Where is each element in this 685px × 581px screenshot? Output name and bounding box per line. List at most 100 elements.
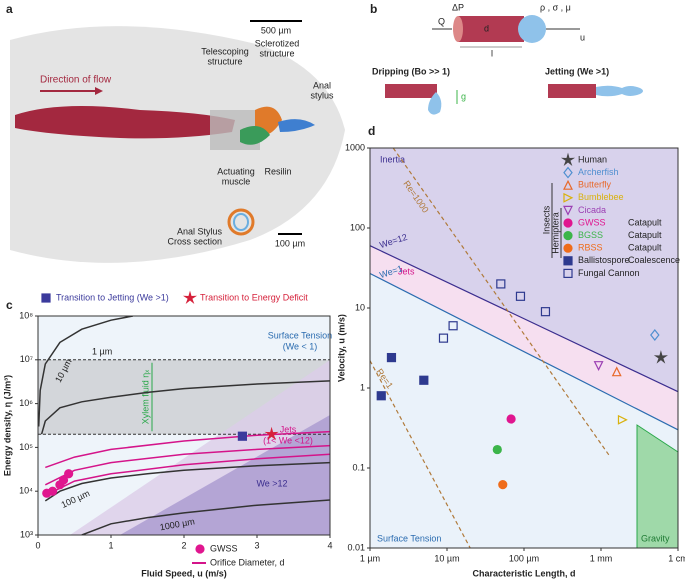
legend-marker (563, 231, 573, 241)
x-tick-label: 1 mm (590, 553, 613, 563)
y-tick-label: 10⁷ (20, 354, 33, 364)
y-axis-label: Velocity, u (m/s) (336, 314, 346, 382)
legend-marker (563, 243, 573, 253)
region-label: Inertia (380, 154, 405, 164)
legend-note: Catapult (628, 217, 662, 227)
label: Cross section (167, 236, 222, 246)
legend-label: Human (578, 154, 607, 164)
reference-line (370, 360, 471, 548)
x-tick-label: 2 (181, 540, 186, 550)
marker (419, 375, 429, 385)
region-label: (1< We <12) (263, 435, 313, 445)
curve-label: 1 µm (92, 346, 112, 356)
label: l (491, 48, 493, 58)
legend-marker (563, 166, 573, 179)
legend-marker (563, 268, 573, 278)
label: structure (207, 56, 242, 66)
label: d (484, 23, 489, 33)
marker (386, 352, 397, 363)
region-label: Gravity (641, 533, 670, 543)
legend-label: Transition to Jetting (We >1) (56, 292, 169, 302)
label: ΔP (452, 2, 464, 12)
y-tick-label: 1000 (345, 142, 365, 152)
droplet (428, 92, 442, 115)
droplet (518, 15, 546, 43)
panel-a: a Direction of flow 500 µm Telescoping s… (6, 2, 345, 263)
group-label: Hemiptera (550, 212, 560, 254)
region-label: Xylem fluid ηₓ (140, 370, 150, 425)
legend-label: GWSS (210, 543, 238, 553)
tube-end (453, 16, 463, 42)
cross-section (233, 213, 249, 231)
legend-label: Archerfish (578, 167, 619, 177)
y-tick-label: 0.01 (347, 542, 365, 552)
flow-arrowhead (95, 87, 103, 95)
label: u (580, 32, 585, 42)
label: g (461, 91, 466, 101)
panel-label: b (370, 2, 377, 16)
label: Jetting (We >1) (545, 66, 609, 76)
legend-note: Coalescence (628, 255, 680, 265)
x-axis-label: Fluid Speed, u (m/s) (141, 568, 227, 578)
marker (448, 321, 458, 331)
y-tick-label: 10⁶ (19, 398, 33, 408)
marker (237, 431, 247, 441)
x-tick-label: 100 µm (509, 553, 539, 563)
legend-label: BGSS (578, 230, 603, 240)
label: structure (259, 48, 294, 58)
marker (438, 333, 449, 343)
legend-label: Ballistospore (578, 255, 630, 265)
curve (44, 453, 330, 497)
x-tick-label: 3 (254, 540, 259, 550)
x-axis-label: Characteristic Length, d (472, 568, 575, 578)
x-tick-label: 1 µm (360, 553, 380, 563)
marker (492, 444, 502, 455)
label: Dripping (Bo >> 1) (372, 66, 450, 76)
anal-stylus (278, 119, 315, 132)
cross-section (227, 208, 255, 236)
marker (64, 469, 74, 479)
panel-label: a (6, 2, 13, 16)
legend-label: GWSS (578, 217, 606, 227)
y-tick-label: 10⁴ (19, 486, 33, 496)
label: Resilin (264, 166, 291, 176)
legend-marker (563, 218, 573, 228)
panel-label: c (6, 298, 13, 312)
region-label: Jets (398, 266, 415, 276)
legend-label: Fungal Cannon (578, 268, 640, 278)
y-tick-label: 1 (360, 382, 365, 392)
legend-label: Bumblebee (578, 192, 624, 202)
x-tick-label: 10 µm (434, 553, 459, 563)
legend-label: Transition to Energy Deficit (200, 292, 308, 302)
muscle-tissue (15, 106, 235, 139)
region (120, 415, 330, 535)
label: stylus (310, 90, 334, 100)
legend-marker (563, 205, 573, 216)
y-tick-label: 10⁵ (19, 442, 33, 452)
label: Telescoping (201, 46, 249, 56)
x-tick-label: 4 (327, 540, 332, 550)
x-tick-label: 1 cm (668, 553, 685, 563)
y-tick-label: 10 (355, 302, 365, 312)
label: Sclerotized (255, 38, 300, 48)
legend-marker (563, 192, 574, 203)
legend-label: RBSS (578, 243, 603, 253)
label: Anal (313, 80, 331, 90)
region-label: Surface Tension (377, 533, 441, 543)
region-label: (We < 1) (283, 341, 318, 351)
label: muscle (222, 176, 251, 186)
curve (81, 499, 330, 535)
scale-label: 500 µm (261, 25, 291, 35)
marker (496, 279, 506, 289)
tube (385, 84, 437, 98)
flow-label: Direction of flow (40, 75, 112, 86)
y-tick-label: 100 (350, 222, 365, 232)
marker (498, 480, 508, 490)
region-label: Jets (280, 424, 297, 434)
x-tick-label: 1 (108, 540, 113, 550)
marker (540, 307, 551, 317)
curve (40, 380, 330, 435)
marker (617, 414, 628, 425)
reference-line (370, 245, 678, 393)
